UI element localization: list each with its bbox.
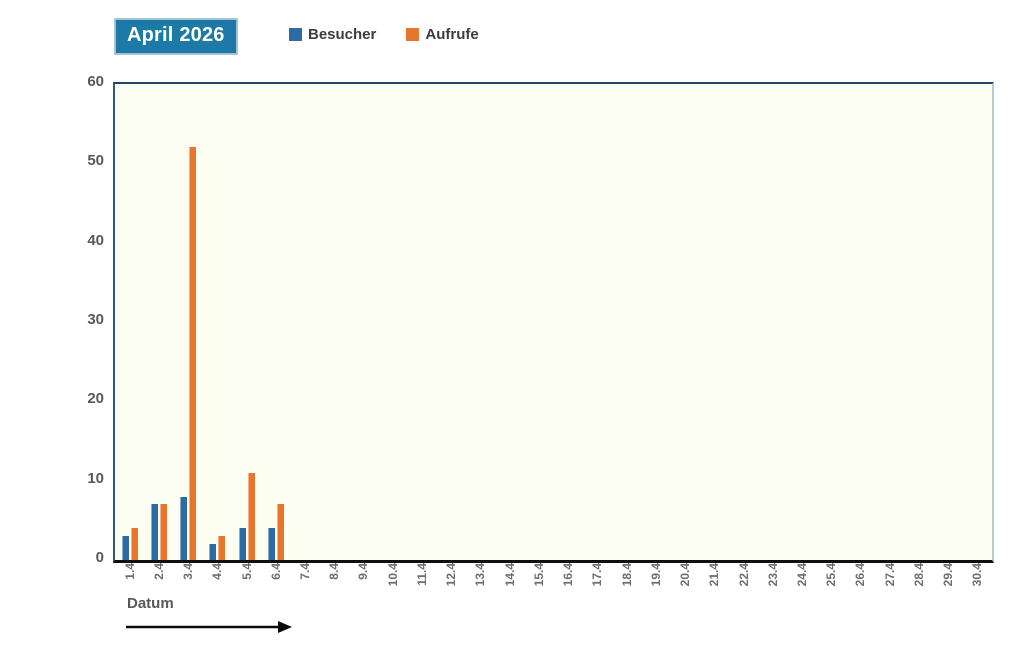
y-tick-label: 50 bbox=[87, 152, 104, 170]
y-tick-label: 10 bbox=[87, 469, 104, 487]
month-title-badge: April 2026 bbox=[114, 18, 238, 55]
aufrufe-bar-2.4 bbox=[159, 504, 167, 560]
x-tick-label-5.4: 5.4 bbox=[239, 563, 254, 580]
bar-group-4.4 bbox=[203, 84, 232, 560]
x-tick-label-26.4: 26.4 bbox=[853, 563, 868, 587]
x-tick-label-25.4: 25.4 bbox=[824, 563, 839, 587]
bar-group-6.4 bbox=[261, 84, 290, 560]
bar-group-1.4 bbox=[115, 84, 144, 560]
besucher-bar-6.4 bbox=[267, 528, 275, 560]
besucher-bar-4.4 bbox=[209, 544, 217, 560]
aufrufe-bar-1.4 bbox=[130, 528, 138, 560]
x-tick-label-29.4: 29.4 bbox=[941, 563, 956, 587]
x-tick-label-1.4: 1.4 bbox=[122, 563, 137, 580]
x-tick-label-17.4: 17.4 bbox=[590, 563, 605, 587]
chart-plot-area bbox=[113, 82, 994, 563]
bar-group-3.4 bbox=[173, 84, 202, 560]
x-tick-label-2.4: 2.4 bbox=[151, 563, 166, 580]
x-tick-label-23.4: 23.4 bbox=[765, 563, 780, 587]
x-tick-label-11.4: 11.4 bbox=[414, 563, 429, 586]
besucher-swatch-icon bbox=[289, 28, 302, 41]
legend-item-besucher: Besucher bbox=[289, 26, 376, 43]
legend-item-aufrufe: Aufrufe bbox=[406, 26, 479, 43]
x-tick-label-13.4: 13.4 bbox=[473, 563, 488, 587]
x-tick-label-28.4: 28.4 bbox=[911, 563, 926, 587]
besucher-bar-2.4 bbox=[150, 504, 158, 560]
aufrufe-bar-3.4 bbox=[189, 147, 197, 560]
besucher-bar-3.4 bbox=[180, 496, 188, 560]
x-tick-label-12.4: 12.4 bbox=[444, 563, 459, 587]
x-tick-label-20.4: 20.4 bbox=[678, 563, 693, 587]
y-tick-label: 20 bbox=[87, 390, 104, 408]
bar-group-2.4 bbox=[144, 84, 173, 560]
aufrufe-bar-5.4 bbox=[247, 472, 255, 560]
x-tick-label-16.4: 16.4 bbox=[561, 563, 576, 587]
aufrufe-bar-6.4 bbox=[276, 504, 284, 560]
bar-group-5.4 bbox=[232, 84, 261, 560]
x-tick-label-6.4: 6.4 bbox=[268, 563, 283, 580]
aufrufe-bar-4.4 bbox=[218, 536, 226, 560]
x-axis-title: Datum bbox=[127, 595, 174, 612]
y-tick-label: 0 bbox=[95, 549, 104, 566]
x-tick-label-27.4: 27.4 bbox=[882, 563, 897, 587]
y-tick-label: 60 bbox=[87, 73, 104, 90]
y-tick-label: 40 bbox=[87, 231, 104, 249]
x-tick-label-30.4: 30.4 bbox=[970, 563, 985, 587]
x-tick-label-7.4: 7.4 bbox=[298, 563, 313, 580]
legend-label-aufrufe: Aufrufe bbox=[425, 26, 479, 43]
y-tick-label: 30 bbox=[87, 311, 104, 328]
chart-legend: Besucher Aufrufe bbox=[289, 26, 479, 43]
x-tick-label-3.4: 3.4 bbox=[181, 563, 196, 580]
aufrufe-swatch-icon bbox=[406, 28, 420, 41]
besucher-bar-1.4 bbox=[121, 536, 129, 560]
x-tick-label-21.4: 21.4 bbox=[707, 563, 722, 587]
x-tick-label-8.4: 8.4 bbox=[327, 563, 342, 580]
x-axis-direction-arrow bbox=[126, 621, 292, 633]
x-tick-label-4.4: 4.4 bbox=[210, 563, 225, 580]
x-tick-label-10.4: 10.4 bbox=[385, 563, 400, 587]
y-axis: 0 10 20 30 40 50 60 bbox=[0, 0, 104, 662]
besucher-bar-5.4 bbox=[238, 528, 246, 560]
x-tick-label-15.4: 15.4 bbox=[531, 563, 546, 587]
x-tick-label-19.4: 19.4 bbox=[648, 563, 663, 587]
x-tick-label-18.4: 18.4 bbox=[619, 563, 634, 587]
x-tick-label-24.4: 24.4 bbox=[794, 563, 809, 587]
x-tick-label-9.4: 9.4 bbox=[356, 563, 371, 580]
x-tick-label-22.4: 22.4 bbox=[736, 563, 751, 587]
legend-label-besucher: Besucher bbox=[308, 26, 377, 43]
x-tick-label-14.4: 14.4 bbox=[502, 563, 517, 587]
bars-row bbox=[115, 84, 992, 560]
